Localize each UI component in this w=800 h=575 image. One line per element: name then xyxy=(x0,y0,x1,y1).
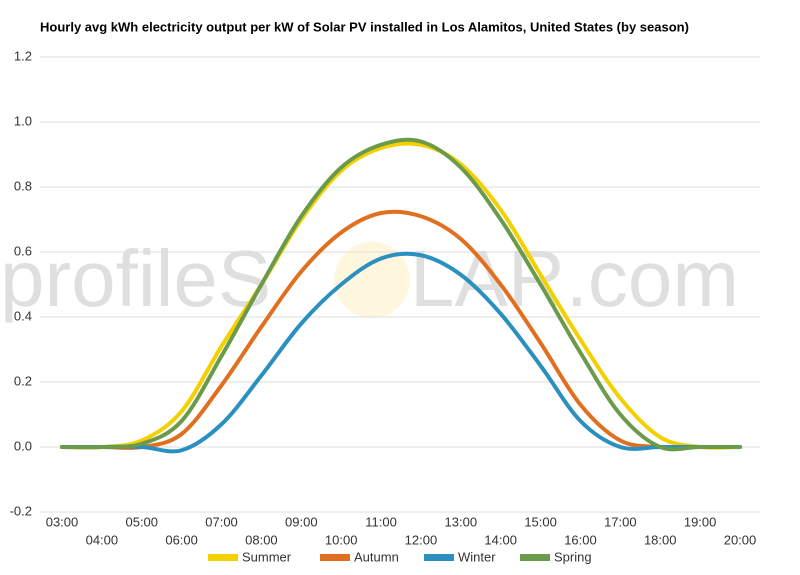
legend-label: Spring xyxy=(554,549,592,564)
y-tick-label: 1.2 xyxy=(14,48,32,63)
x-tick-label: 18:00 xyxy=(644,532,677,547)
x-tick-label: 07:00 xyxy=(205,514,238,529)
series-line xyxy=(60,251,742,454)
x-tick-label: 09:00 xyxy=(285,514,318,529)
legend-swatch xyxy=(424,554,454,561)
watermark-text: LAR.com xyxy=(410,234,739,323)
y-tick-label: 1.0 xyxy=(14,113,32,128)
x-tick-label: 14:00 xyxy=(484,532,517,547)
y-tick-label: 0.8 xyxy=(14,178,32,193)
x-tick-label: 19:00 xyxy=(684,514,717,529)
chart-title: Hourly avg kWh electricity output per kW… xyxy=(40,19,689,34)
x-tick-label: 11:00 xyxy=(365,514,397,529)
series-line xyxy=(60,137,742,452)
x-tick-label: 04:00 xyxy=(86,532,119,547)
legend-label: Summer xyxy=(242,549,292,564)
x-tick-label: 10:00 xyxy=(325,532,358,547)
watermark: profileS LAR.com xyxy=(0,234,739,323)
x-tick-label: 08:00 xyxy=(245,532,278,547)
watermark-sun xyxy=(334,242,410,318)
legend-label: Winter xyxy=(458,549,496,564)
y-tick-label: 0.2 xyxy=(14,373,32,388)
x-tick-label: 12:00 xyxy=(405,532,438,547)
legend-swatch xyxy=(208,554,238,561)
y-tick-label: 0.6 xyxy=(14,243,32,258)
legend-swatch xyxy=(520,554,550,561)
x-tick-label: 16:00 xyxy=(564,532,597,547)
y-tick-label: 0.4 xyxy=(14,308,32,323)
series-line xyxy=(60,141,742,450)
x-tick-label: 20:00 xyxy=(724,532,757,547)
x-tick-label: 13:00 xyxy=(445,514,478,529)
y-tick-label: 0.0 xyxy=(14,438,32,453)
x-tick-label: 15:00 xyxy=(524,514,557,529)
y-tick-label: -0.2 xyxy=(10,503,32,518)
legend-swatch xyxy=(320,554,350,561)
watermark-text: profileS xyxy=(0,234,271,323)
x-tick-label: 17:00 xyxy=(604,514,637,529)
x-tick-label: 05:00 xyxy=(125,514,158,529)
series-line xyxy=(60,209,742,450)
x-tick-label: 06:00 xyxy=(165,532,198,547)
x-tick-label: 03:00 xyxy=(46,514,79,529)
legend-label: Autumn xyxy=(354,549,399,564)
